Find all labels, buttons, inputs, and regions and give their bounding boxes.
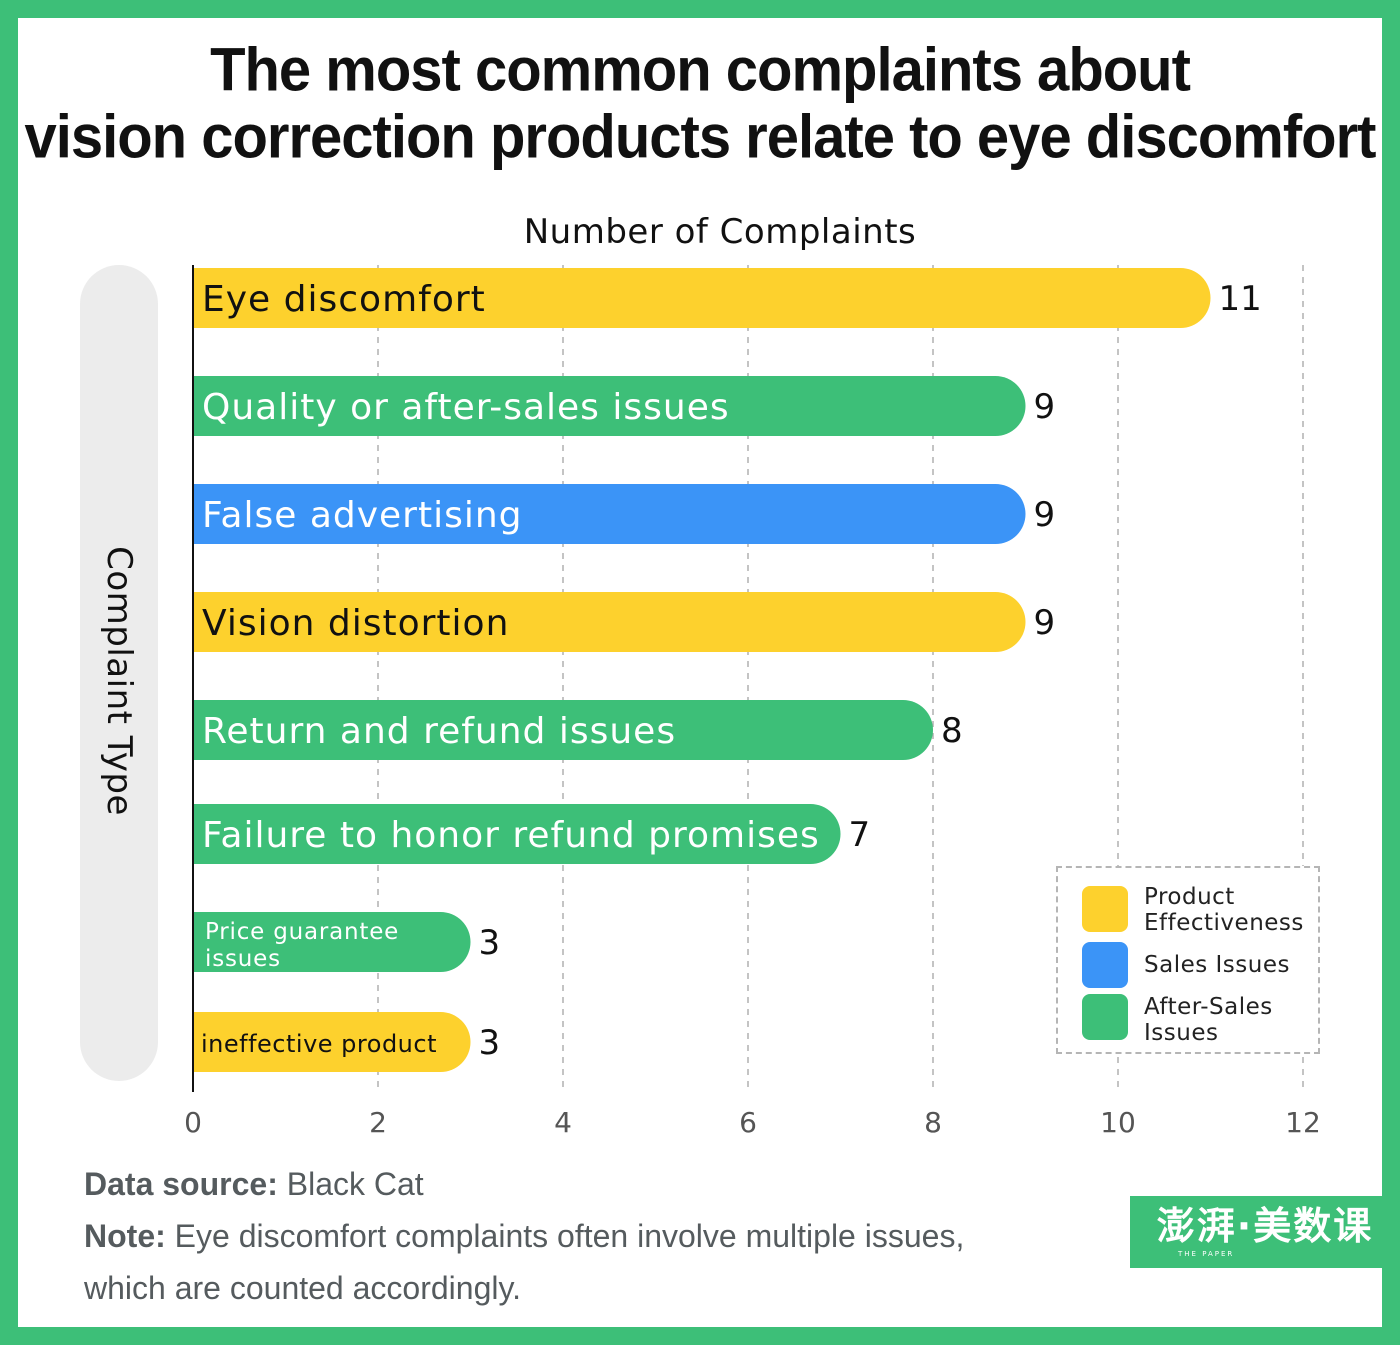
bar-category-label: Return and refund issues [202,711,676,752]
x-tick-label: 2 [369,1106,387,1139]
bar-value-label: 11 [1219,279,1262,319]
x-tick-label: 12 [1285,1106,1321,1139]
bar-category-label: Failure to honor refund promises [202,815,820,856]
footer: Data source: Black Cat Note: Eye discomf… [84,1158,984,1314]
x-axis-label: Number of Complaints [523,212,917,252]
bar [193,700,933,760]
bar-value-label: 9 [1034,387,1056,427]
bar-value-label: 8 [941,711,963,751]
note-line: Note: Eye discomfort complaints often in… [84,1210,984,1314]
bar-category-label: ineffective product [201,1030,437,1058]
infographic-panel [18,18,1382,1327]
x-tick-label: 0 [184,1106,202,1139]
bar [193,592,1026,652]
data-source-value: Black Cat [286,1166,424,1202]
logo-subtext: THE PAPER [1178,1250,1235,1258]
bar-value-label: 3 [479,1023,501,1063]
logo-text: 澎湃·美数课 [1156,1204,1374,1248]
bar-value-label: 9 [1034,603,1056,643]
legend-item-product-effectiveness: Product Effectiveness [1082,884,1312,936]
data-source-line: Data source: Black Cat [84,1158,984,1210]
legend: Product Effectiveness Sales Issues After… [1056,866,1320,1054]
x-tick-label: 10 [1100,1106,1136,1139]
legend-swatch-product-effectiveness [1082,886,1128,932]
legend-label-sales-issues: Sales Issues [1144,952,1290,978]
legend-swatch-sales-issues [1082,942,1128,988]
legend-swatch-after-sales-issues [1082,994,1128,1040]
the-paper-logo: 澎湃·美数课 THE PAPER [1130,1196,1400,1268]
bar-category-label: Eye discomfort [202,279,486,320]
bar [193,484,1026,544]
data-source-label: Data source: [84,1166,278,1202]
bar [193,912,471,972]
title-line-2: vision correction products relate to eye… [24,102,1377,172]
bar-value-label: 7 [849,815,871,855]
bar-category-label: False advertising [202,495,523,536]
bar-category-label: Vision distortion [202,603,509,644]
y-axis-label-pill [80,265,158,1081]
bar-value-label: 3 [479,923,501,963]
legend-item-after-sales-issues: After-Sales Issues [1082,992,1312,1046]
bar-value-label: 9 [1034,495,1056,535]
bar [193,376,1026,436]
bar [193,268,1211,328]
note-value: Eye discomfort complaints often involve … [84,1218,965,1306]
x-tick-label: 6 [739,1106,757,1139]
legend-label-product-effectiveness: Product Effectiveness [1144,884,1304,936]
x-tick-label: 8 [924,1106,942,1139]
x-tick-label: 4 [554,1106,572,1139]
bar [193,804,841,864]
bar [193,1012,471,1072]
bar-category-label: Quality or after-sales issues [202,387,730,428]
bar-category-label: Price guarantee issues [205,919,399,972]
note-label: Note: [84,1218,166,1254]
title-line-1: The most common complaints about [210,35,1191,105]
legend-item-sales-issues: Sales Issues [1082,942,1312,992]
chart-title: The most common complaints about vision … [0,35,1400,172]
legend-label-after-sales-issues: After-Sales Issues [1144,994,1273,1046]
